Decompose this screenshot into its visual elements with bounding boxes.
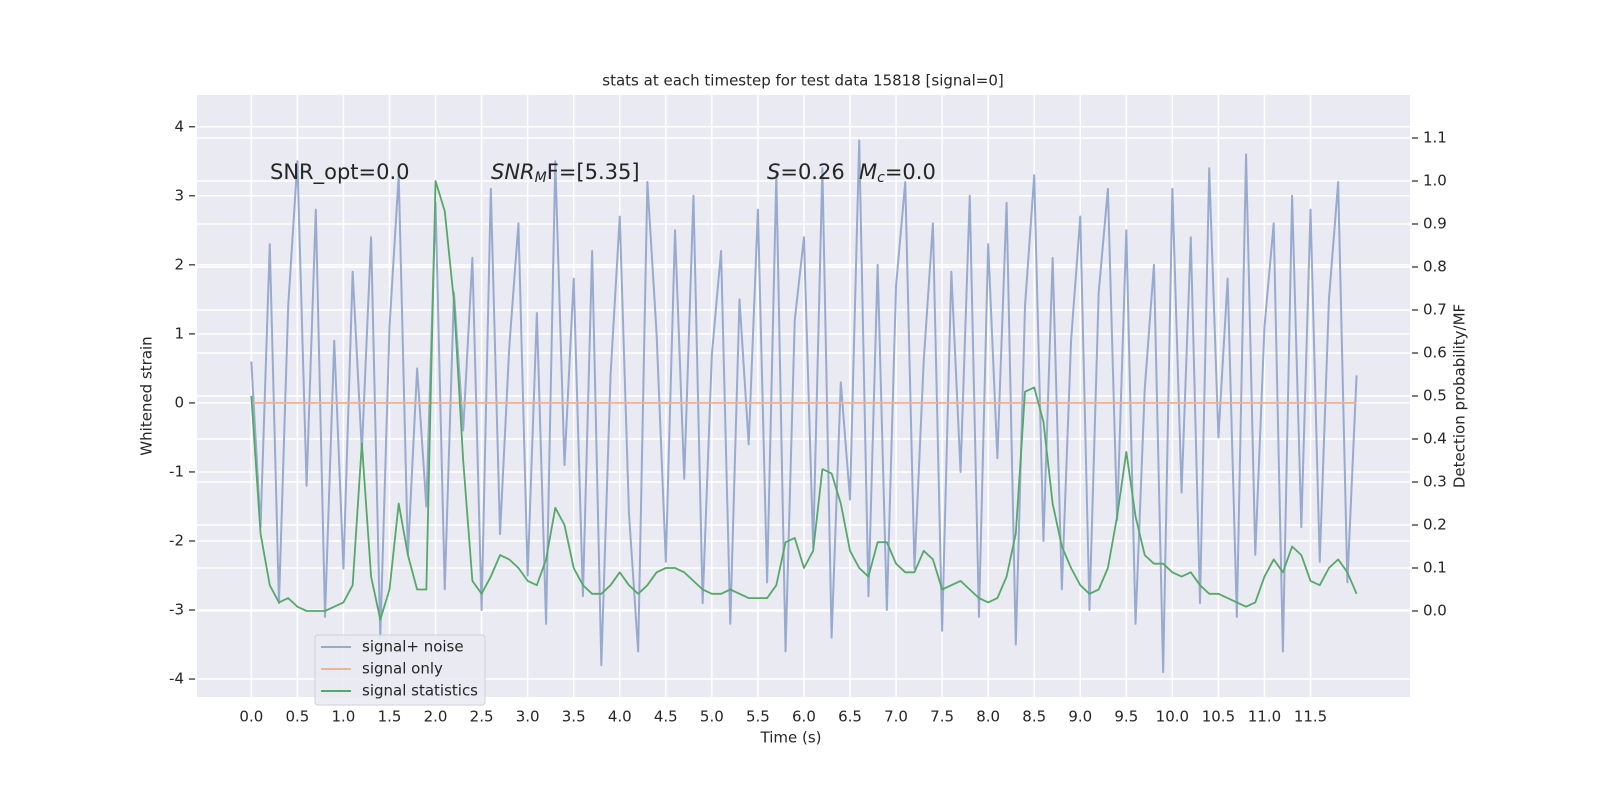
legend-label: signal+ noise (362, 638, 464, 656)
x-tick-label: 5.5 (746, 708, 770, 726)
x-tick-label: 2.5 (470, 708, 494, 726)
annotation-text: SNR_opt=0.0 (270, 160, 410, 185)
annotation-rest: =0.0 (885, 160, 936, 184)
annotation: S=0.26 (767, 160, 845, 184)
y-tick-label: -4 (169, 670, 184, 688)
y2-tick-label: 0.8 (1423, 258, 1447, 276)
x-tick-label: 1.0 (332, 708, 356, 726)
y2-tick-label: 0.2 (1423, 516, 1447, 534)
annotation-rest: F=[5.35] (547, 160, 640, 184)
x-tick-label: 5.0 (700, 708, 724, 726)
y-tick-label: 3 (174, 186, 184, 204)
x-tick-label: 9.0 (1068, 708, 1092, 726)
annotation: SNR_opt=0.0 (270, 160, 410, 185)
x-tick-label: 0.5 (285, 708, 309, 726)
annotation: SNRMF=[5.35] (491, 160, 640, 186)
x-tick-label: 3.5 (562, 708, 586, 726)
x-tick-label: 6.0 (792, 708, 816, 726)
x-tick-label: 1.5 (378, 708, 402, 726)
x-tick-label: 11.0 (1248, 708, 1281, 726)
y2-tick-label: 0.0 (1423, 602, 1447, 620)
annotation-symbol: SNR (491, 160, 535, 184)
x-tick-label: 8.5 (1022, 708, 1046, 726)
x-tick-label: 3.0 (516, 708, 540, 726)
y2-tick-label: 1.1 (1423, 129, 1447, 147)
x-tick-label: 6.5 (838, 708, 862, 726)
x-tick-label: 8.0 (976, 708, 1000, 726)
annotation-subscript: M (535, 170, 547, 186)
y2-tick-label: 1.0 (1423, 172, 1447, 190)
legend-box (314, 634, 486, 706)
y-tick-label: 1 (174, 324, 184, 342)
y2-tick-label: 0.6 (1423, 344, 1447, 362)
x-tick-label: 7.0 (884, 708, 908, 726)
y2-tick-label: 0.1 (1423, 559, 1447, 577)
y2-tick-label: 0.7 (1423, 301, 1447, 319)
x-tick-label: 4.0 (608, 708, 632, 726)
annotation-rest: =0.26 (780, 160, 844, 184)
x-tick-label: 2.0 (424, 708, 448, 726)
legend-label: signal only (362, 660, 443, 678)
annotation-symbol: M (859, 160, 877, 184)
y-tick-label: 0 (174, 393, 184, 411)
y2-tick-label: 0.3 (1423, 473, 1447, 491)
x-tick-label: 10.5 (1202, 708, 1235, 726)
x-tick-label: 4.5 (654, 708, 678, 726)
y-tick-label: -3 (169, 601, 184, 619)
x-axis-label: Time (s) (760, 729, 822, 747)
annotation-subscript: c (877, 170, 885, 186)
y2-axis-label: Detection probability/MF (1451, 304, 1469, 488)
annotation-symbol: S (767, 160, 780, 184)
y2-tick-label: 0.5 (1423, 387, 1447, 405)
series-line (250, 180, 1358, 621)
annotation: Mc=0.0 (859, 160, 936, 186)
y-tick-label: 4 (174, 117, 184, 135)
x-tick-label: 0.0 (239, 708, 263, 726)
legend-label: signal statistics (362, 682, 478, 700)
chart-title: stats at each timestep for test data 158… (602, 72, 1003, 90)
y-tick-label: -1 (169, 462, 184, 480)
y-axis-label: Whitened strain (138, 336, 156, 455)
x-tick-label: 7.5 (930, 708, 954, 726)
x-tick-label: 9.5 (1114, 708, 1138, 726)
y2-tick-label: 0.9 (1423, 215, 1447, 233)
y2-tick-label: 0.4 (1423, 430, 1447, 448)
y-tick-label: -2 (169, 531, 184, 549)
x-tick-label: 10.0 (1156, 708, 1189, 726)
x-tick-label: 11.5 (1294, 708, 1327, 726)
y-tick-label: 2 (174, 255, 184, 273)
